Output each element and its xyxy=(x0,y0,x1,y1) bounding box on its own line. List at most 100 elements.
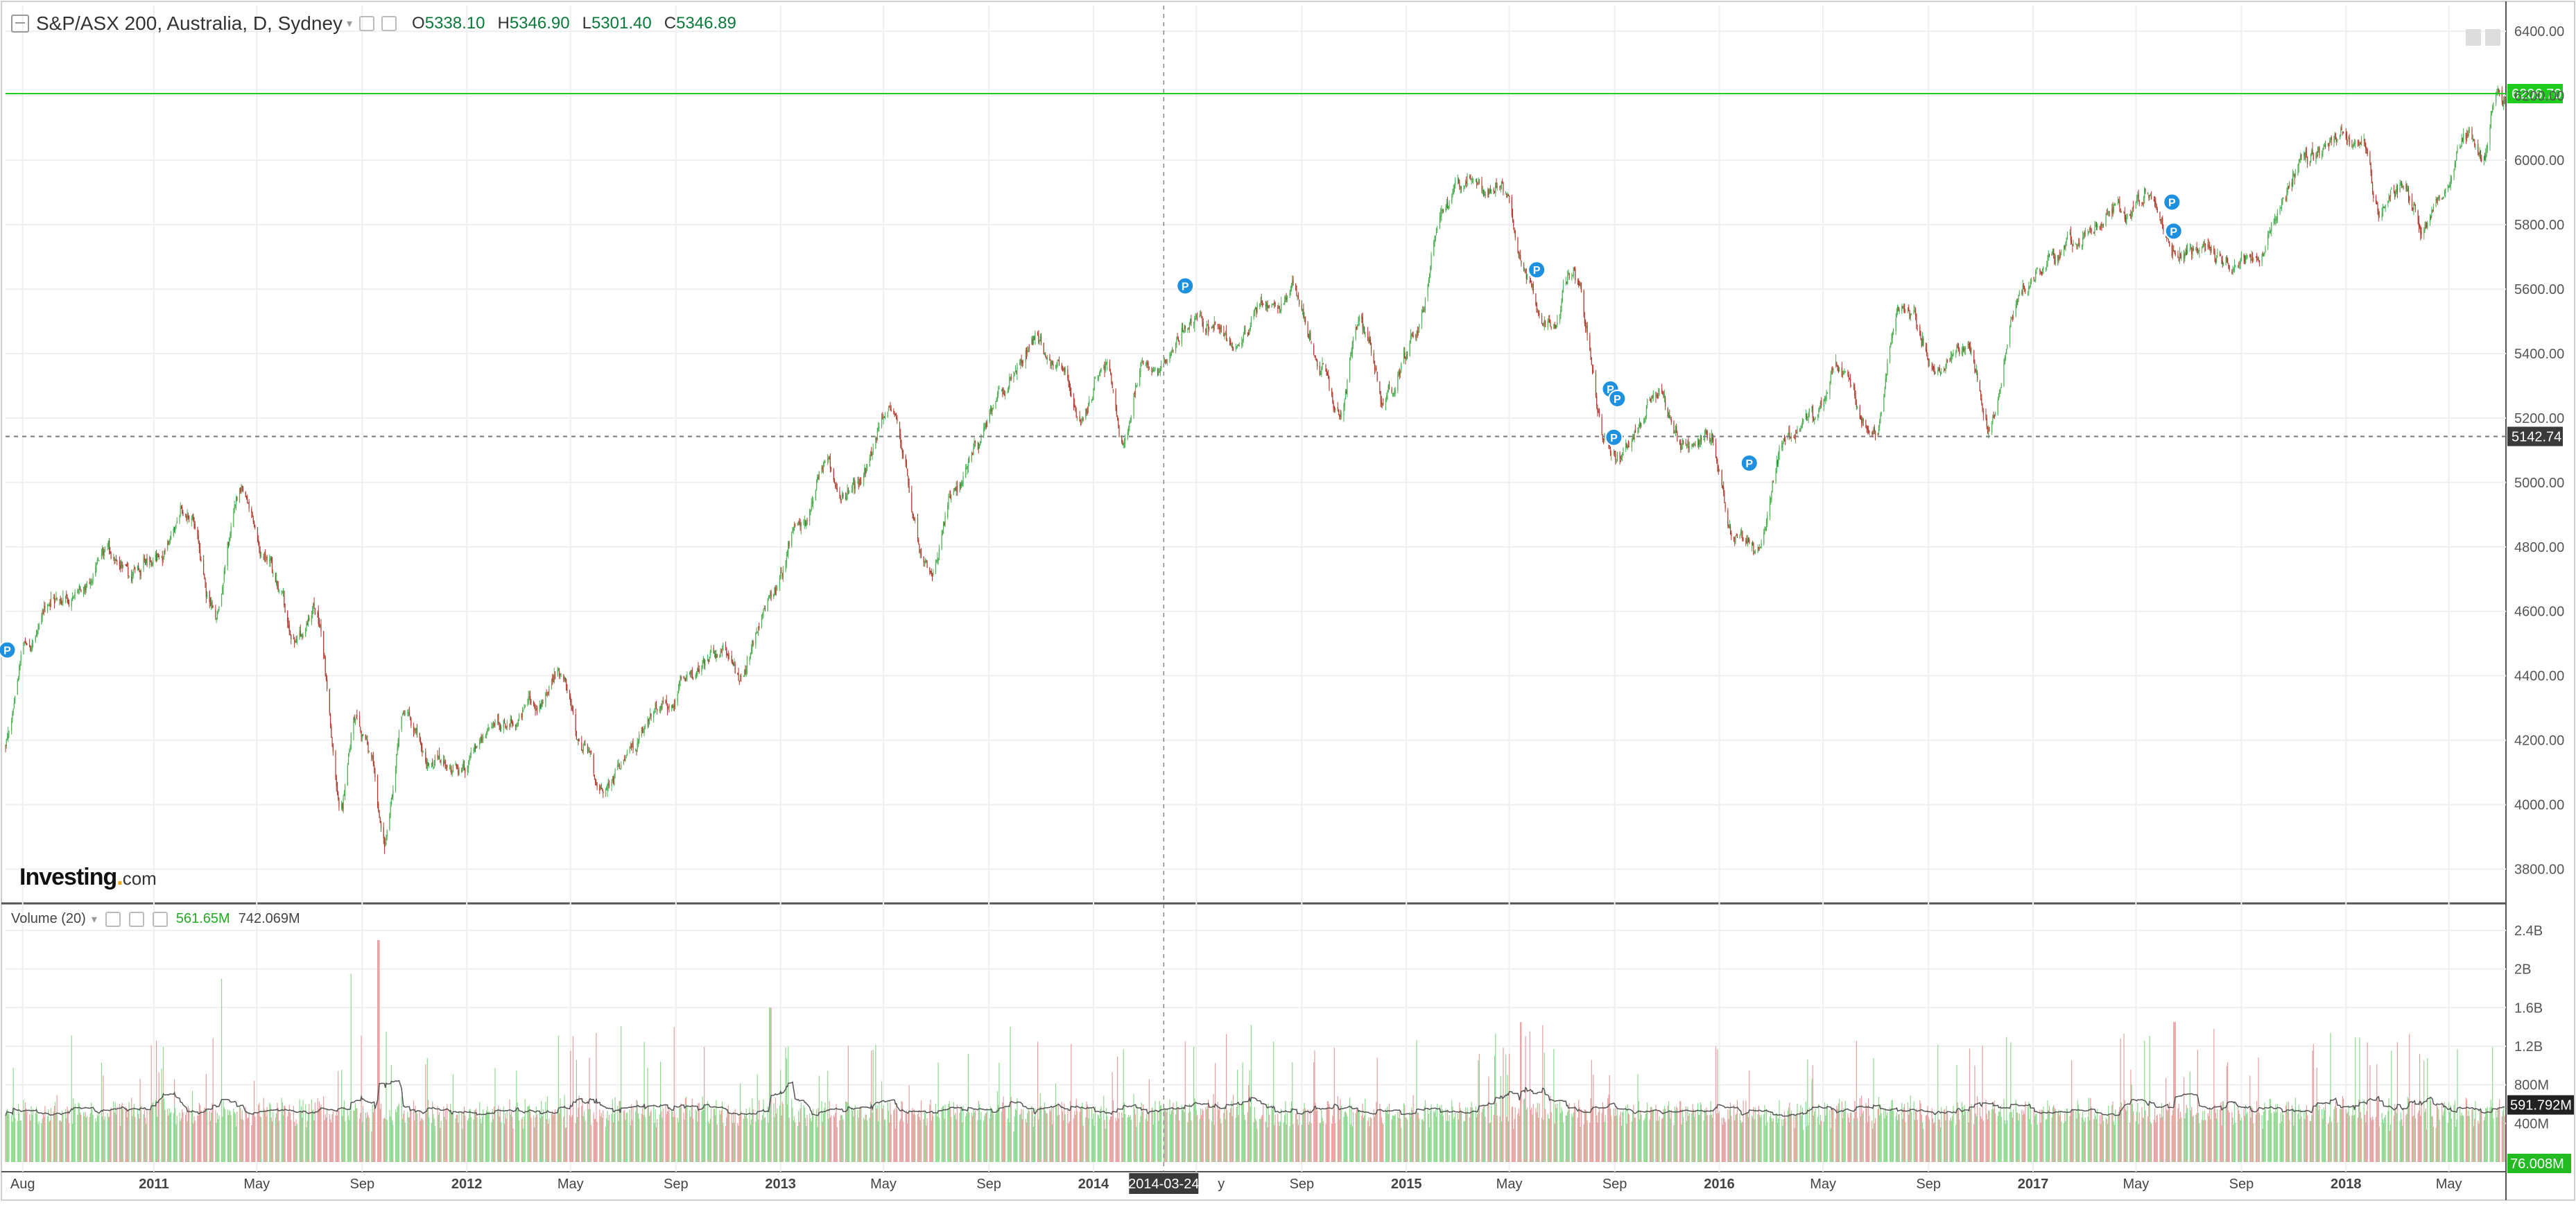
candle-body xyxy=(1425,298,1426,310)
candle-body xyxy=(1430,255,1431,268)
candle-body xyxy=(2024,286,2025,289)
candle-body xyxy=(1393,392,1394,395)
candle-body xyxy=(210,602,211,603)
candle-body xyxy=(1680,444,1681,450)
candle-body xyxy=(536,709,537,711)
candle-body xyxy=(1553,325,1554,329)
volume-bar xyxy=(677,1118,678,1162)
volume-bar xyxy=(383,1119,384,1162)
candle-body xyxy=(2205,243,2206,245)
candle-body xyxy=(1758,547,1759,548)
candle-body xyxy=(144,557,145,560)
candle-body xyxy=(1424,310,1425,311)
volume-bar xyxy=(764,1118,765,1162)
candle-body xyxy=(1811,406,1812,408)
volume-bar xyxy=(337,1116,338,1162)
candle-body xyxy=(1052,362,1053,363)
candle-body xyxy=(762,614,763,616)
candle-body xyxy=(1297,296,1298,298)
candle-body xyxy=(875,436,876,449)
candle-body xyxy=(234,505,235,513)
volume-bar xyxy=(414,1120,415,1162)
candle-body xyxy=(1571,277,1572,279)
candle-body xyxy=(410,718,411,726)
candle-body xyxy=(1104,366,1105,371)
volume-bar xyxy=(125,1107,126,1162)
candle-body xyxy=(1842,373,1843,376)
candle-body xyxy=(1399,372,1400,375)
candle-body xyxy=(1556,326,1557,329)
candle-body xyxy=(1334,406,1335,410)
volume-bar xyxy=(204,1107,205,1162)
candle-body xyxy=(824,461,825,462)
candle-body xyxy=(1183,330,1184,331)
candle-body xyxy=(307,623,308,625)
volume-bar xyxy=(305,1104,306,1162)
candle-body xyxy=(627,753,628,756)
candle-body xyxy=(1970,348,1971,352)
candle-body xyxy=(2481,158,2482,161)
candle-body xyxy=(163,557,164,560)
candle-body xyxy=(2418,211,2419,220)
candle-body xyxy=(1433,241,1434,256)
candle-body xyxy=(806,520,807,521)
candle-body xyxy=(2102,224,2103,226)
volume-bar xyxy=(432,1101,433,1162)
candle-body xyxy=(1555,326,1556,328)
candle-body xyxy=(2034,280,2035,281)
candle-body xyxy=(289,625,290,631)
volume-bar xyxy=(631,1104,632,1162)
candle-body xyxy=(623,759,624,763)
candle-body xyxy=(2498,88,2499,91)
candle-body xyxy=(1729,525,1730,528)
candle-body xyxy=(955,487,956,490)
candle-body xyxy=(5,745,6,746)
candle-body xyxy=(972,453,973,455)
candle-body xyxy=(840,497,841,500)
volume-bar xyxy=(193,1116,194,1162)
candle-body xyxy=(2437,198,2438,200)
volume-bar xyxy=(221,979,222,1162)
candle-body xyxy=(73,597,74,598)
candle-body xyxy=(977,442,978,444)
volume-bar xyxy=(876,1109,877,1162)
candle-body xyxy=(950,496,951,499)
candle-body xyxy=(474,745,475,751)
candle-body xyxy=(2463,134,2464,142)
volume-bar xyxy=(155,1100,156,1162)
candle-body xyxy=(2006,349,2007,354)
candle-body xyxy=(1742,532,1743,539)
candle-body xyxy=(703,657,704,661)
candle-body xyxy=(768,597,769,599)
candle-body xyxy=(2064,246,2065,248)
candle-body xyxy=(1055,365,1056,367)
candle-body xyxy=(2172,250,2173,255)
volume-bar xyxy=(710,1119,711,1162)
candle-body xyxy=(2423,229,2424,234)
volume-bar xyxy=(732,1122,733,1162)
candle-body xyxy=(1049,356,1050,361)
candle-body xyxy=(894,413,895,414)
volume-bar xyxy=(349,1111,350,1162)
candle-body xyxy=(247,496,248,501)
candle-body xyxy=(367,740,368,744)
candle-body xyxy=(1579,285,1580,286)
candle-body xyxy=(155,555,156,561)
candle-body xyxy=(1091,399,1092,401)
candle-body xyxy=(2113,207,2114,212)
candle-body xyxy=(2211,248,2212,250)
candle-body xyxy=(1219,327,1220,329)
candle-body xyxy=(2192,248,2193,254)
candle-body xyxy=(1386,395,1387,400)
volume-bar xyxy=(95,1118,96,1162)
volume-bar xyxy=(119,1104,120,1162)
candle-body xyxy=(852,485,853,490)
candle-body xyxy=(1773,480,1774,481)
candle-body xyxy=(1127,432,1128,438)
volume-bar xyxy=(71,1036,72,1162)
candle-body xyxy=(1370,340,1371,345)
candle-body xyxy=(596,786,597,787)
candle-body xyxy=(1327,375,1328,376)
volume-bar xyxy=(482,1117,483,1162)
